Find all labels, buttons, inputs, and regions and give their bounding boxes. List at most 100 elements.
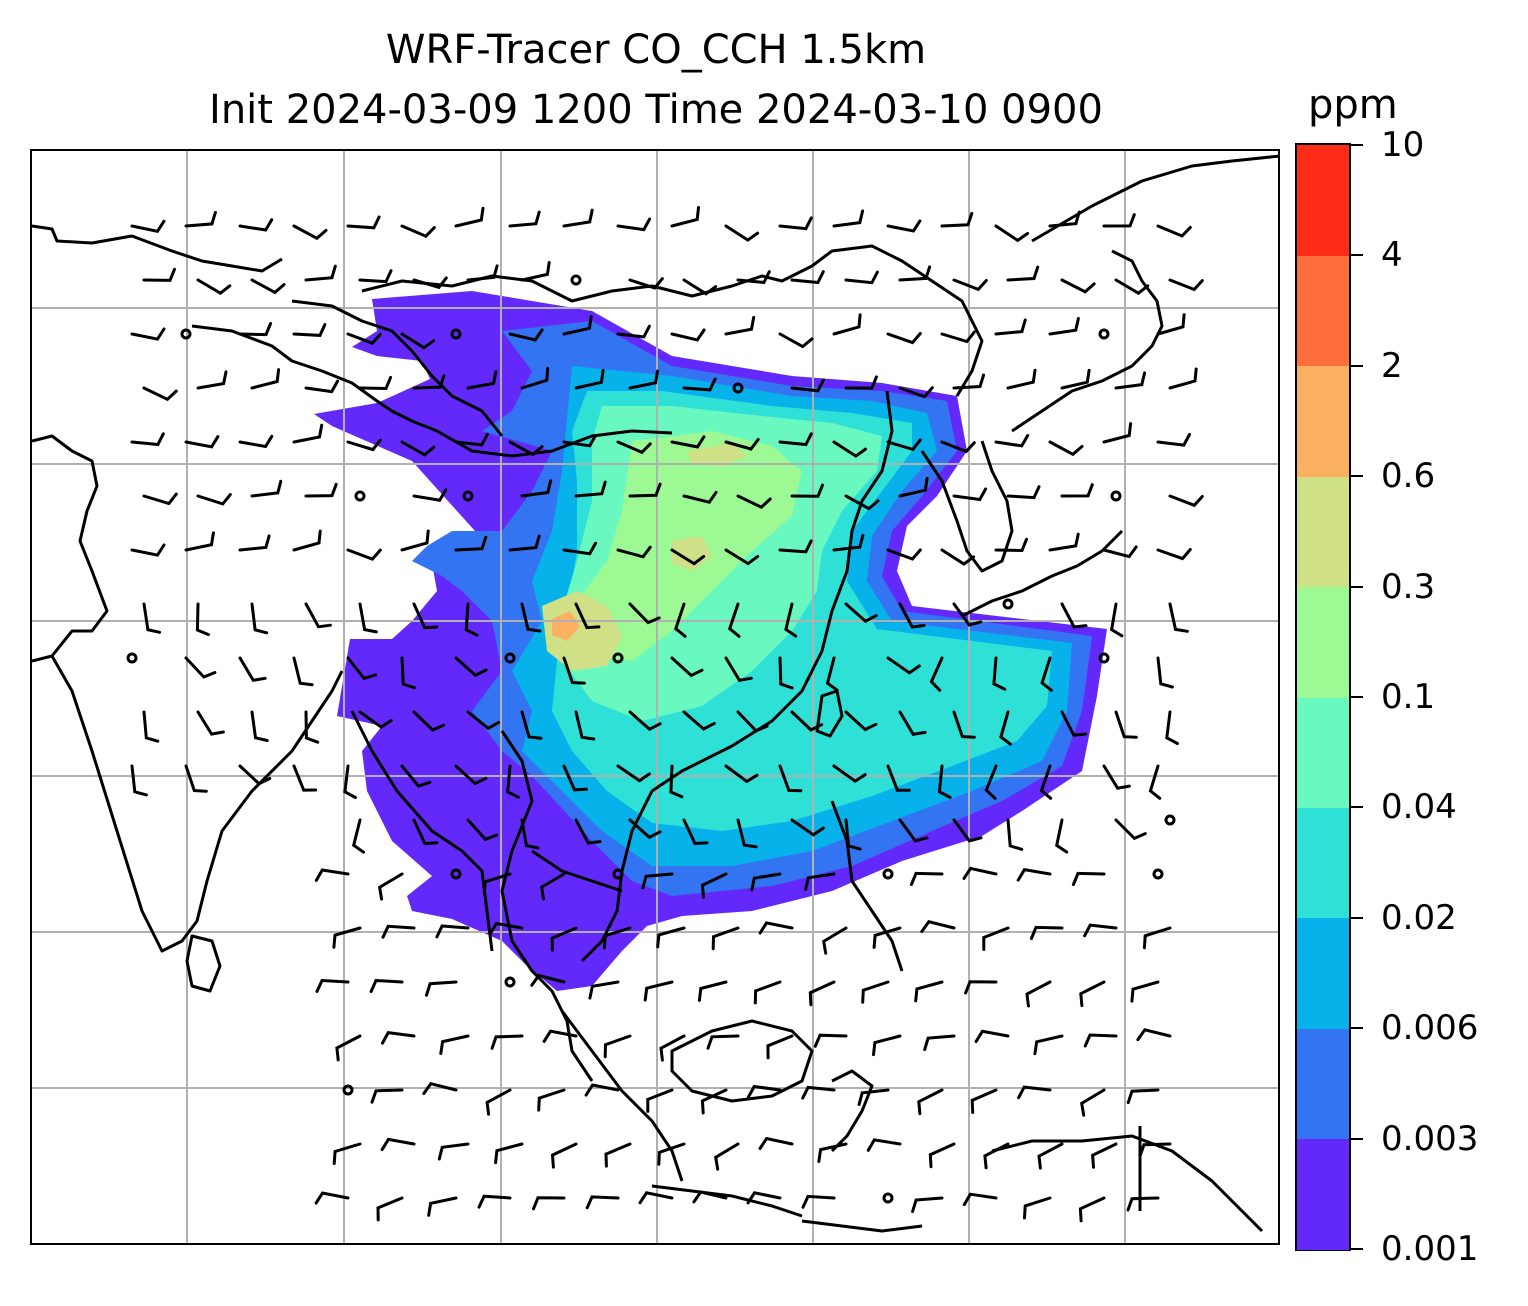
wind-barb [482, 872, 512, 896]
wind-barb [400, 224, 436, 238]
map-panel[interactable] [30, 149, 1280, 1245]
wind-barb [1114, 818, 1147, 841]
wind-barb [801, 1194, 836, 1209]
wind-barb [952, 602, 983, 627]
wind-barb [778, 656, 794, 690]
wind-barb [992, 656, 1007, 691]
wind-barb [758, 1136, 794, 1150]
wind-barb [844, 818, 862, 851]
wind-barb [700, 1088, 728, 1115]
wind-barb [909, 871, 944, 886]
wind-barb [532, 1196, 566, 1211]
wind-barb [937, 764, 952, 799]
calm-wind-marker [1098, 652, 1110, 664]
wind-barb [1048, 210, 1081, 228]
wind-barb [358, 269, 393, 284]
calm-wind-marker [180, 328, 192, 340]
wind-barb [412, 276, 448, 290]
wind-barb [292, 224, 328, 241]
wind-barb [351, 818, 365, 854]
wind-barb [196, 710, 225, 736]
plume-band-0.6 [552, 611, 580, 641]
wind-barb [292, 423, 324, 444]
wind-barb [844, 602, 878, 624]
wind-barb [335, 1034, 362, 1062]
calm-wind-marker [1152, 868, 1164, 880]
wind-barb [952, 710, 976, 739]
wind-barb [1142, 926, 1172, 950]
wind-barb [381, 924, 416, 939]
wind-barb [520, 602, 542, 633]
wind-barbs [126, 206, 1204, 1223]
wind-barb [292, 529, 322, 552]
wind-barb [952, 818, 983, 843]
wind-barb [466, 710, 501, 731]
wind-barb [1006, 265, 1040, 282]
coast-lesser-sunda [801, 1219, 923, 1233]
colorbar-segment [1297, 1028, 1349, 1140]
wind-barb [562, 208, 594, 228]
wind-barb [250, 710, 269, 742]
wind-barb [628, 710, 662, 731]
coast-russia-east [1031, 154, 1278, 243]
wind-barb [562, 315, 593, 336]
colorbar-segment [1297, 1138, 1349, 1250]
wind-barb [778, 216, 813, 231]
wind-barb [616, 324, 651, 339]
wind-barb [994, 434, 1030, 448]
wind-barb [346, 438, 382, 452]
wind-barb [674, 602, 687, 638]
wind-barb [250, 602, 269, 635]
wind-barb [1102, 213, 1136, 228]
wind-barb [778, 432, 813, 447]
coast-myanmar [350, 710, 494, 952]
wind-barb [304, 379, 340, 394]
wind-barb [646, 1088, 674, 1113]
map-canvas[interactable] [32, 151, 1280, 1245]
colorbar-tick-label: 0.006 [1381, 1008, 1479, 1049]
wind-barb [238, 322, 273, 337]
wind-barb [584, 1083, 620, 1097]
wind-barb [184, 435, 220, 449]
wind-barb [616, 217, 652, 232]
wind-barb [746, 1084, 782, 1099]
wind-barb [844, 710, 878, 732]
wind-barb [1017, 1085, 1052, 1100]
wind-barb [250, 278, 286, 295]
wind-barb [238, 534, 271, 552]
wind-barb [142, 492, 178, 506]
wind-barb [974, 1029, 1010, 1043]
wind-barb [766, 1034, 794, 1060]
calm-wind-marker [354, 490, 366, 502]
wind-barb [790, 270, 825, 285]
wind-barb [758, 921, 794, 935]
wind-barb [400, 764, 432, 788]
wind-barb [911, 1196, 944, 1213]
colorbar-tick [1351, 1248, 1363, 1250]
wind-barb [142, 386, 178, 402]
wind-barb [727, 602, 741, 638]
wind-barb [628, 602, 661, 625]
wind-barb [425, 980, 458, 997]
wind-barb [454, 656, 488, 678]
wind-barb [369, 978, 404, 993]
wind-barb [736, 818, 758, 849]
wind-barb [682, 818, 709, 846]
wind-barb [628, 277, 664, 290]
coast-korea [920, 440, 1014, 573]
colorbar-unit-label: ppm [1308, 82, 1398, 128]
wind-barb [1156, 224, 1192, 238]
wind-barb [670, 656, 704, 678]
calm-wind-marker [570, 274, 582, 286]
wind-barb [508, 534, 541, 552]
wind-barb [454, 206, 485, 228]
wind-barb [314, 868, 350, 882]
wind-barb [898, 476, 929, 498]
wind-barb [1136, 1028, 1172, 1042]
wind-barb [1006, 818, 1024, 851]
wind-barb [562, 541, 598, 556]
wind-barb [801, 1085, 836, 1100]
wind-barb [1080, 1088, 1106, 1117]
wind-barb [682, 377, 717, 392]
wind-barb [778, 332, 814, 349]
